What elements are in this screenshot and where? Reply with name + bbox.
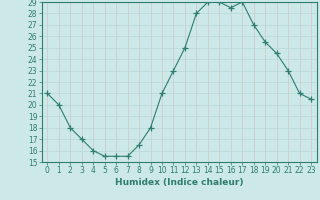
- X-axis label: Humidex (Indice chaleur): Humidex (Indice chaleur): [115, 178, 244, 187]
